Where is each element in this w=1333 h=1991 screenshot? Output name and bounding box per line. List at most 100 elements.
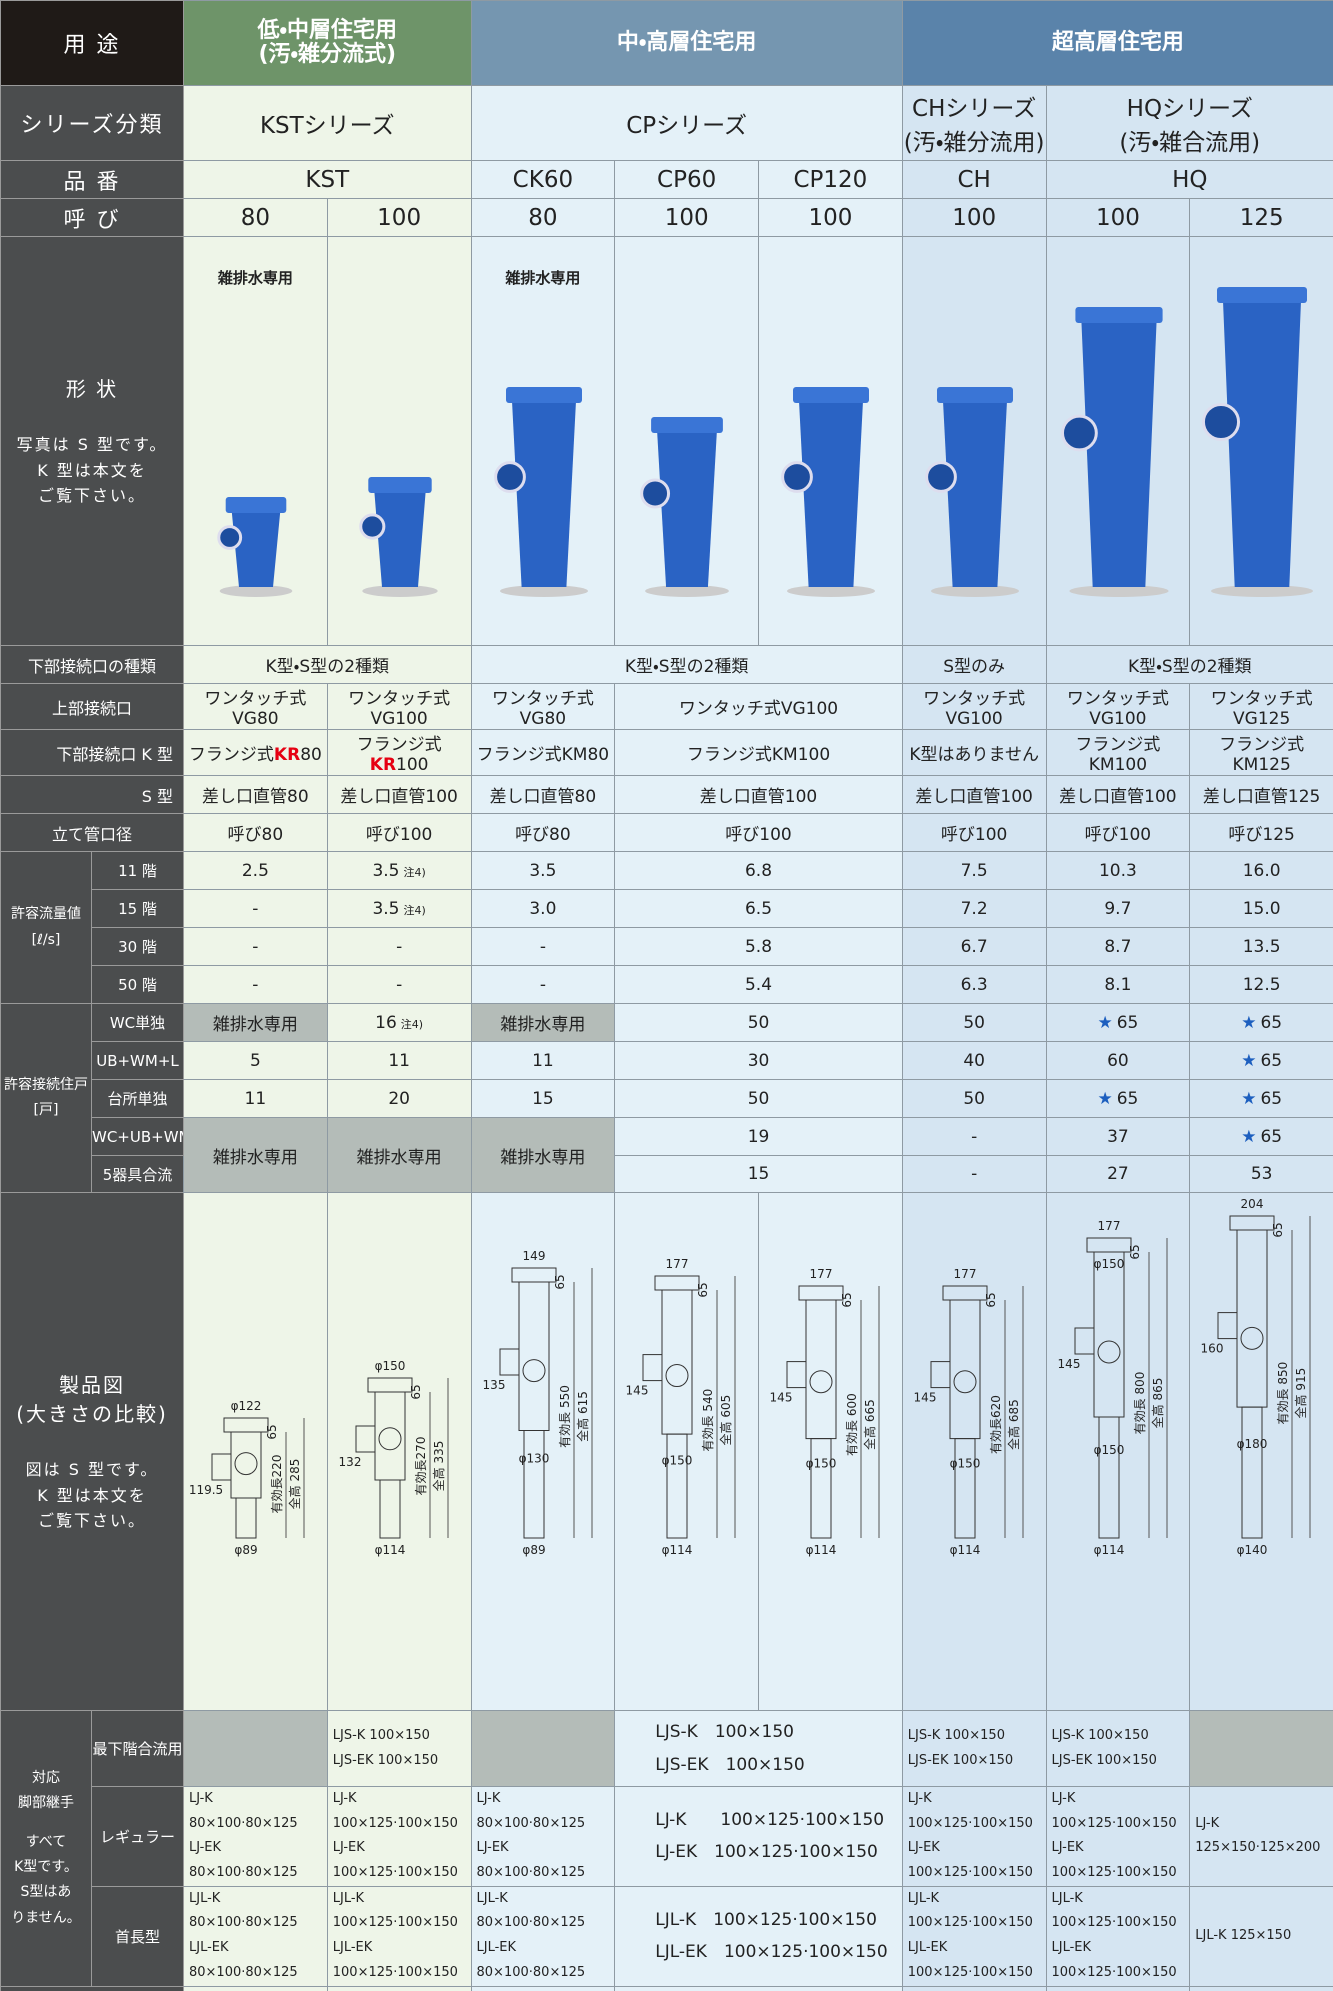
data-cell: 100 [326, 198, 472, 237]
row-label-text: 用 途 [63, 33, 121, 58]
photo-branch [358, 513, 386, 540]
row-label-text: 品 番 [63, 169, 121, 195]
data-cell: ワンタッチ式VG100 [614, 683, 903, 730]
cell-text: 50 [747, 1088, 770, 1109]
drawing-tail [954, 1438, 976, 1539]
cell-text: ワンタッチ式VG125 [1210, 689, 1313, 729]
table-row: 50 階 - - - 5.4 6.3 8.1 12.5 [1, 965, 1333, 1004]
data-cell: 差し口直管100 [614, 775, 903, 814]
cell-text: 37 [1107, 1126, 1129, 1147]
data-cell: - [183, 927, 328, 966]
dim-length: 有効長 800 [1133, 1372, 1147, 1435]
drawing-branch [1240, 1326, 1264, 1350]
cell-text: 3.5 [372, 860, 400, 881]
data-cell: LJ-K 100×125·100×150 LJ-EK 100×125·100×1… [901, 1786, 1047, 1887]
photo-body [799, 401, 864, 587]
dim-height: 全高 665 [863, 1399, 877, 1450]
data-cell: LJL-K 100×125·100×150 LJL-EK 100×125·100… [326, 1885, 472, 1987]
table-row: UB+WM+L 5 11 11 30 40 60 ★ 65 [1, 1041, 1333, 1080]
data-cell: LJL-K 80×100·80×125 LJL-EK 80×100·80×125 [183, 1885, 328, 1987]
drawing-flange [942, 1285, 988, 1301]
cell-text: 3.5 [372, 898, 400, 919]
data-cell: フランジ式KM100 [1045, 1985, 1191, 1991]
cell-text: CHシリーズ (汚・雑分流用) [903, 96, 1045, 156]
data-cell: 雑排水専用 [470, 1117, 616, 1193]
row-label-text: 立て管口径 [51, 824, 132, 844]
drawing-cell: 204 65 有効長 850 全高 915 160 φ180 φ140 [1189, 1192, 1333, 1711]
table-row: 5器具合流 15 - 27 53 [1, 1155, 1333, 1193]
drawing-branch [522, 1359, 546, 1383]
cell-text: LJS-K 100×150 LJS-EK 100×150 [332, 1727, 439, 1768]
data-cell: 27 [1045, 1155, 1191, 1193]
data-cell: LJS-K 100×150 LJS-EK 100×150 [901, 1710, 1047, 1787]
cell-text: 11 [388, 1050, 410, 1071]
cell-text: 雑排水専用 [500, 1147, 586, 1168]
row-label-text: 下部接続口の種類 [27, 656, 156, 676]
cell-text: 65 [1260, 1088, 1283, 1109]
data-cell: 53 [1189, 1155, 1333, 1193]
cell-text: ワンタッチ式VG100 [1066, 689, 1169, 729]
drawing-body [661, 1289, 693, 1435]
cell-text: - [396, 974, 403, 995]
data-cell: ワンタッチ式VG100 [326, 683, 472, 730]
row-label-text: 11 階 [118, 862, 157, 880]
cell-text: K型はありません [909, 745, 1039, 765]
cell-text: 6.5 [744, 898, 773, 919]
cell-text: CH [957, 166, 991, 193]
row-label: 上部接続口(LJSを除く) [0, 1985, 184, 1991]
row-label: 呼 び [0, 198, 184, 237]
data-cell: 16.0 [1189, 851, 1333, 890]
data-cell: 3.5 注4) [326, 889, 472, 928]
cell-mark: ★ [1097, 1088, 1113, 1109]
row-label: 30 階 [91, 927, 184, 966]
cell-text: 呼び100 [365, 825, 433, 845]
drawing-body [1236, 1229, 1268, 1408]
photo-branch [217, 525, 243, 550]
photo-branch [640, 478, 671, 509]
drawing-branch [809, 1370, 833, 1394]
data-cell: 5 [183, 1041, 328, 1080]
drawing-body [1093, 1251, 1125, 1418]
photo-cap [793, 387, 870, 403]
cell-text: 雑排水専用 [212, 1015, 298, 1035]
cell-text: 15.0 [1242, 898, 1281, 919]
cell-text: 19 [747, 1126, 770, 1147]
cell-text: HQ [1172, 166, 1208, 193]
dim-neck: 65 [265, 1424, 279, 1439]
cell-text: LJ-K 100×125·100×150 LJ-EK 100×125·100×1… [332, 1791, 458, 1881]
data-cell: 差し口直管125 [1189, 775, 1333, 814]
table-row: S 型 差し口直管80 差し口直管100 差し口直管80 差し口直管100 差し口直管10… [0, 775, 1333, 814]
data-cell: LJ-K 80×100·80×125 LJ-EK 80×100·80×125 [183, 1786, 328, 1887]
dim-side: 135 [482, 1378, 505, 1392]
cell-text: K型・S型の2種類 [624, 657, 749, 677]
cell-text: フランジ式KM125 [1219, 735, 1305, 775]
row-label: 5器具合流 [91, 1155, 184, 1193]
data-cell: 9.7 [1045, 889, 1191, 928]
data-cell: 呼び80 [183, 813, 328, 852]
cell-text: CP60 [657, 166, 717, 193]
photo-shadow [1068, 585, 1169, 597]
cell-text: 5.8 [744, 936, 773, 957]
cell-text: 100 [952, 204, 997, 231]
table-row: 製品図 (大きさの比較) 図は S 型です。 K 型は本文を ご覧下さい。 φ122… [0, 1192, 1333, 1711]
drawing-flange [798, 1285, 844, 1301]
data-cell: フランジ式KM80 [470, 1985, 616, 1991]
cell-text: LJL-K 100×125·100×150 LJL-EK 100×125·100… [907, 1890, 1033, 1980]
cell-text: 65 [1116, 1088, 1139, 1109]
table-row: 品 番 KST CK60 CP60 CP120 CH HQ [0, 160, 1333, 199]
row-label: 立て管口径 [0, 813, 184, 852]
data-cell: ★ 65 [1045, 1003, 1191, 1042]
data-cell: 中・高層住宅用 [470, 0, 903, 86]
cell-text: LJL-K 125×150 [1195, 1927, 1292, 1943]
data-cell [470, 1710, 616, 1787]
cell-text: 65 [1260, 1012, 1283, 1033]
cell-text: 20 [388, 1088, 410, 1109]
drawing-flange [1229, 1215, 1275, 1231]
dim-top: 177 [953, 1267, 976, 1281]
cell-text: 30 [747, 1050, 770, 1071]
cell-text: 100 [664, 204, 709, 231]
dim-length: 有効長220 [270, 1455, 284, 1514]
photo-cap [225, 497, 287, 513]
data-cell [326, 236, 472, 646]
drawing-branch [234, 1452, 258, 1476]
